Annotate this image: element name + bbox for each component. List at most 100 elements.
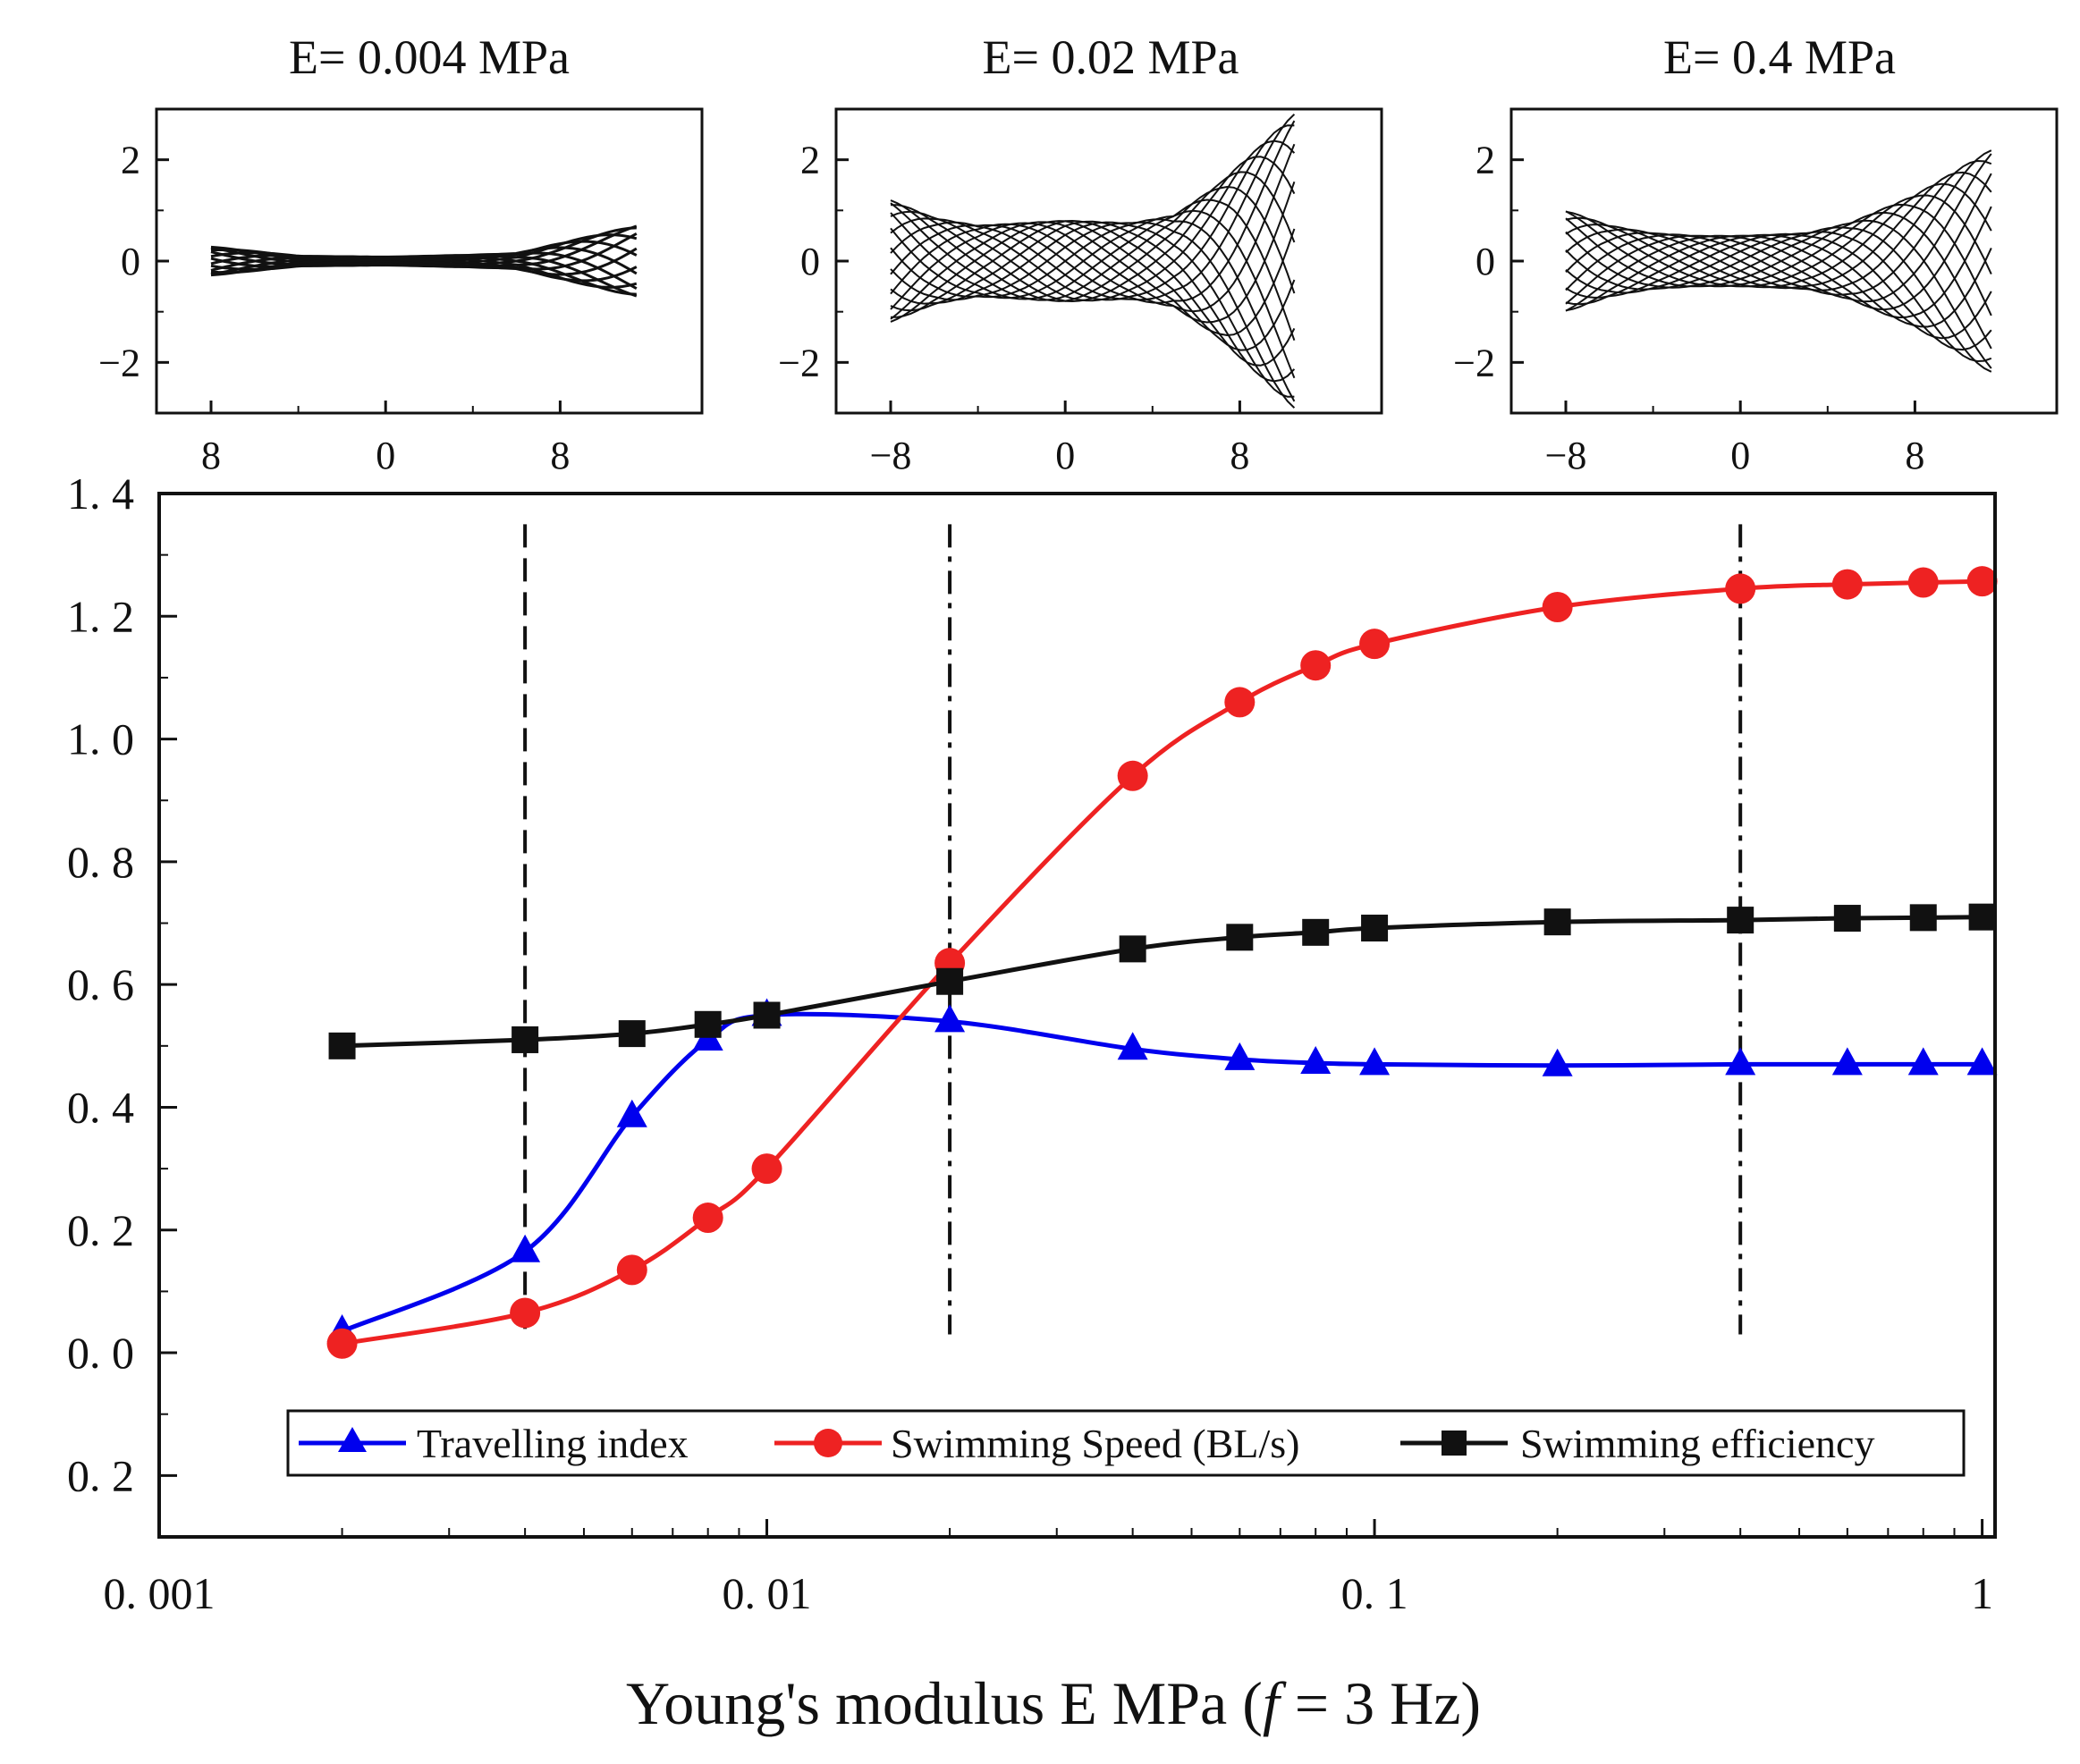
data-point-square (1543, 908, 1571, 936)
x-tick-label: 0. 1 (1341, 1568, 1408, 1618)
x-tick-label: 1 (1971, 1568, 1993, 1618)
panel-x-tick-label: 8 (550, 434, 570, 477)
data-point-circle (1542, 591, 1573, 622)
waveform-line (1565, 234, 1992, 328)
legend-marker-circle (814, 1429, 842, 1457)
panel-y-tick-label: 2 (800, 139, 820, 182)
panel-small-e-04: −2 0 2 −8 0 8 (1453, 107, 2059, 477)
y-tick-label: 0. 6 (67, 959, 134, 1009)
data-point-triangle (616, 1099, 647, 1127)
data-point-square (618, 1020, 646, 1048)
data-point-triangle (1725, 1047, 1756, 1076)
panel-y-tick-label: 0 (800, 240, 820, 283)
series-group (326, 566, 1998, 1359)
data-point-circle (1359, 629, 1391, 660)
data-point-circle (616, 1254, 647, 1286)
data-point-square (1226, 924, 1254, 951)
waveform-line (890, 139, 1296, 302)
data-point-square (328, 1032, 356, 1059)
y-tick-label: 0. 0 (67, 1328, 134, 1378)
waveform-line (1565, 149, 1992, 296)
y-axis: 1. 4 1. 2 1. 0 0. 8 0. 6 0. 4 0. 2 0. 0 0. 2 (67, 468, 177, 1538)
data-point-triangle (1966, 1047, 1998, 1076)
data-point-square (512, 1025, 539, 1053)
legend-marker-triangle (338, 1427, 367, 1452)
waveform-line (1565, 211, 1992, 350)
y-tick-label: 0. 8 (67, 837, 134, 887)
series-circle (326, 566, 1998, 1359)
data-point-square (936, 967, 964, 995)
waveform-line (890, 221, 1296, 409)
waveform-line (1565, 153, 1992, 303)
panel-small-e-002: −2 0 2 −8 0 8 (778, 107, 1383, 477)
panel-frame (834, 107, 1383, 415)
data-point-circle (692, 1203, 723, 1234)
x-axis: 0. 001 0. 01 0. 1 1 (104, 1519, 1993, 1618)
data-point-square (1119, 935, 1146, 963)
series-line (342, 915, 1983, 1049)
x-tick-label: 0. 001 (104, 1568, 216, 1618)
panel-x-tick-label: −8 (870, 434, 912, 477)
data-point-square (753, 1001, 781, 1029)
panel-y-tick-label: 2 (121, 139, 140, 182)
data-point-square (1833, 905, 1861, 933)
legend: Travelling index Swimming Speed (BL/s) S… (286, 1409, 1966, 1477)
main-chart: 1. 4 1. 2 1. 0 0. 8 0. 6 0. 4 0. 2 0. 0 0. 2 0. … (67, 468, 1998, 1737)
data-point-triangle (1224, 1042, 1256, 1070)
data-point-triangle (1542, 1048, 1573, 1076)
data-point-circle (510, 1297, 541, 1329)
data-point-circle (1300, 650, 1332, 681)
waveform-line (1565, 182, 1992, 289)
x-axis-label-tail: = 3 Hz) (1280, 1669, 1481, 1737)
data-point-square (1302, 918, 1330, 946)
waveform-line (1565, 159, 1992, 291)
data-point-triangle (510, 1234, 541, 1262)
data-point-square (1727, 907, 1754, 934)
panel-title-3: E= 0.4 MPa (1663, 30, 1896, 84)
series-line (342, 578, 1983, 1346)
waveform-line (890, 143, 1296, 313)
data-point-circle (751, 1153, 782, 1185)
waveform-line (210, 254, 638, 298)
data-point-square (1361, 915, 1389, 942)
data-point-circle (326, 1328, 358, 1359)
legend-box (286, 1409, 1966, 1477)
data-point-circle (1725, 573, 1756, 604)
waveform-line (1565, 219, 1992, 369)
data-point-triangle (1300, 1046, 1332, 1075)
y-tick-label: 1. 2 (67, 591, 134, 641)
panel-x-tick-label: 0 (1730, 434, 1750, 477)
panel-x-tick-label: 8 (201, 434, 221, 477)
panel-x-tick-label: 8 (1230, 434, 1249, 477)
panel-x-tick-label: 8 (1905, 434, 1924, 477)
waveform-line (890, 181, 1296, 324)
x-tick-label: 0. 01 (723, 1568, 812, 1618)
data-point-triangle (1117, 1032, 1148, 1060)
data-point-triangle (1831, 1047, 1863, 1076)
data-point-square (1909, 904, 1937, 932)
y-tick-label: 1. 4 (67, 468, 134, 519)
legend-marker-square (1442, 1431, 1467, 1456)
data-point-triangle (1359, 1047, 1391, 1076)
waveform-line (890, 218, 1296, 402)
waveform-line (890, 220, 1296, 383)
waveform-line (890, 221, 1296, 337)
data-point-circle (1966, 566, 1998, 597)
data-point-square (694, 1010, 722, 1038)
legend-label-travelling: Travelling index (417, 1421, 689, 1466)
series-triangle (326, 998, 1998, 1343)
panel-small-e-0004: −2 0 2 8 0 8 (98, 107, 704, 477)
waveform-line (1565, 233, 1992, 340)
panel-y-tick-label: −2 (1453, 341, 1495, 384)
panel-title-2: E= 0.02 MPa (983, 30, 1239, 84)
panel-y-tick-label: 0 (121, 240, 140, 283)
series-square (328, 903, 1996, 1059)
data-point-circle (1831, 569, 1863, 600)
panel-x-tick-label: 0 (1055, 434, 1075, 477)
waveform-line (890, 221, 1295, 398)
main-plot-frame (157, 492, 1997, 1539)
panel-y-tick-label: 0 (1475, 240, 1495, 283)
waveform-line (1565, 206, 1992, 319)
panel-y-tick-label: 2 (1475, 139, 1495, 182)
waveform-line (890, 124, 1295, 301)
